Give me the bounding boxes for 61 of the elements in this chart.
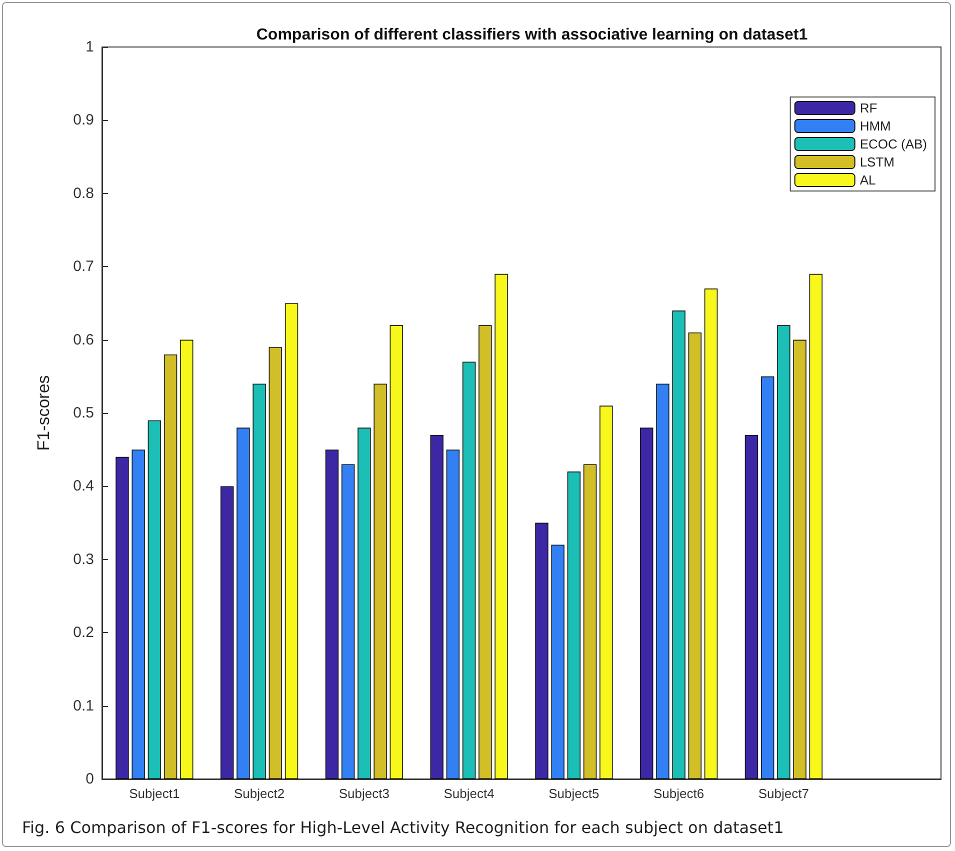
bar: [446, 450, 460, 779]
y-tick-label: 1: [86, 38, 94, 56]
bar: [704, 288, 718, 779]
x-tick-label: Subject3: [338, 786, 390, 801]
x-tick-label: Subject1: [129, 786, 180, 801]
legend-label: HMM: [860, 118, 891, 134]
bar: [220, 486, 234, 779]
legend-label: AL: [860, 172, 876, 188]
bar: [180, 340, 194, 779]
bar: [583, 464, 597, 779]
bar: [809, 274, 822, 779]
x-tick-label: Subject7: [758, 786, 809, 801]
bar: [164, 354, 178, 779]
legend-label: ECOC (AB): [860, 136, 927, 152]
bar: [236, 428, 250, 779]
bar: [478, 325, 492, 779]
legend-label: RF: [860, 100, 878, 116]
x-tick-label: Subject4: [444, 786, 494, 801]
bar: [744, 434, 758, 779]
y-tick-label: 0.8: [73, 184, 94, 202]
x-tick-label: Subject5: [548, 786, 600, 801]
bar: [535, 522, 548, 779]
bar: [688, 332, 702, 779]
y-tick-label: 0: [86, 770, 94, 788]
bar: [148, 420, 162, 779]
bar: [358, 428, 371, 779]
y-tick-label: 0.3: [73, 550, 94, 568]
legend-label: LSTM: [860, 154, 894, 170]
bar: [777, 325, 790, 779]
bar: [252, 384, 266, 779]
bar: [462, 362, 476, 779]
y-tick-label: 0.7: [73, 258, 94, 276]
bar: [672, 310, 686, 779]
bar: [793, 340, 806, 779]
bar: [551, 544, 564, 779]
bar: [640, 428, 654, 779]
bar: [494, 274, 508, 779]
bar: [567, 472, 581, 779]
chart-title: Comparison of different classifiers with associative learning on dataset1: [256, 26, 808, 44]
y-tick-label: 0.6: [73, 331, 94, 348]
bar: [600, 406, 613, 779]
y-tick-label: 0.5: [73, 404, 94, 422]
bar: [325, 450, 339, 779]
y-axis-title: F1-scores: [34, 375, 53, 451]
bar: [656, 384, 670, 779]
y-tick-label: 0.9: [73, 112, 94, 129]
bar: [268, 347, 282, 779]
x-tick-label: Subject6: [654, 786, 704, 801]
bar: [132, 450, 145, 779]
bar: [390, 325, 403, 779]
y-tick-label: 0.1: [73, 697, 94, 714]
bar: [760, 376, 774, 779]
caption: Fig. 6 Comparison of F1-scores for High-Level Activity Recognition for each subject on dataset1: [22, 818, 784, 837]
y-tick-label: 0.2: [73, 624, 94, 642]
y-tick-label: 0.4: [73, 478, 94, 495]
x-tick-label: Subject2: [234, 786, 285, 801]
bar: [116, 456, 129, 779]
bar: [341, 464, 355, 779]
bar: [430, 434, 444, 779]
bar: [284, 303, 298, 779]
bar: [374, 384, 387, 779]
